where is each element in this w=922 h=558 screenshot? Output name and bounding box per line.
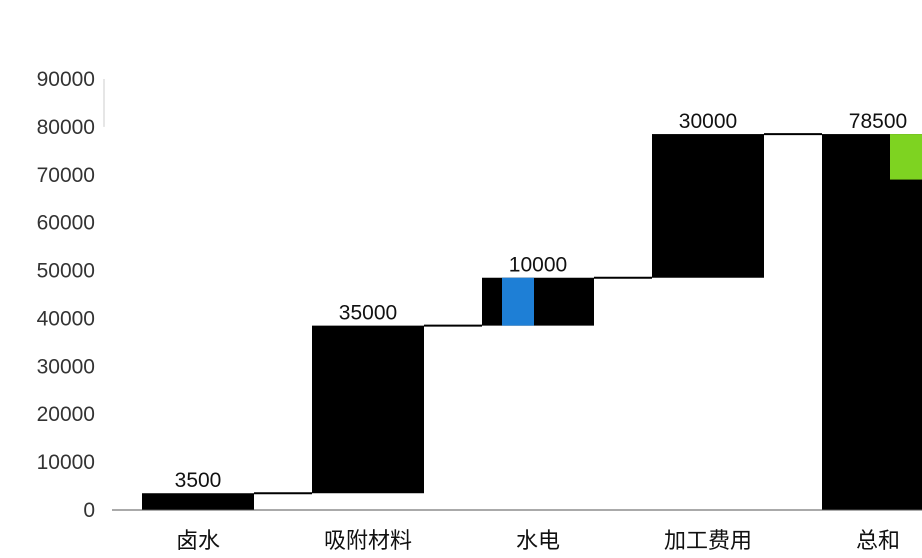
data-label-3: 10000 — [509, 254, 567, 277]
y-tick-label: 50000 — [37, 260, 95, 283]
bar-3 — [482, 277, 594, 326]
data-labels: 3500 35000 10000 30000 78500 — [175, 110, 908, 492]
category-label-2: 吸附材料 — [324, 529, 412, 554]
y-tick-label: 10000 — [37, 451, 95, 474]
y-tick-label: 0 — [83, 499, 95, 522]
bar-2 — [312, 325, 424, 494]
accent-segment-green — [890, 134, 922, 180]
bar-1 — [142, 493, 254, 510]
bars — [142, 134, 922, 511]
y-axis: 0 10000 20000 30000 40000 50000 60000 70000 8000… — [37, 68, 105, 522]
data-label-4: 30000 — [679, 110, 737, 133]
connector-lines — [254, 133, 822, 495]
y-tick-label: 20000 — [37, 403, 95, 426]
category-label-4: 加工费用 — [664, 529, 752, 554]
bar-4 — [652, 134, 764, 278]
y-tick-label: 90000 — [37, 68, 95, 91]
y-tick-label: 70000 — [37, 164, 95, 187]
data-label-1: 3500 — [175, 469, 222, 492]
y-tick-label: 40000 — [37, 307, 95, 330]
category-label-1: 卤水 — [176, 529, 220, 554]
data-label-2: 35000 — [339, 302, 397, 325]
category-label-3: 水电 — [516, 529, 560, 554]
bar-5 — [822, 134, 922, 511]
y-tick-label: 30000 — [37, 355, 95, 378]
data-label-5: 78500 — [849, 110, 907, 133]
y-tick-label: 60000 — [37, 212, 95, 235]
category-label-5: 总和 — [856, 529, 900, 554]
accent-segment-blue — [502, 277, 534, 326]
y-tick-label: 80000 — [37, 116, 95, 139]
x-axis: 卤水 吸附材料 水电 加工费用 总和 — [112, 509, 922, 554]
